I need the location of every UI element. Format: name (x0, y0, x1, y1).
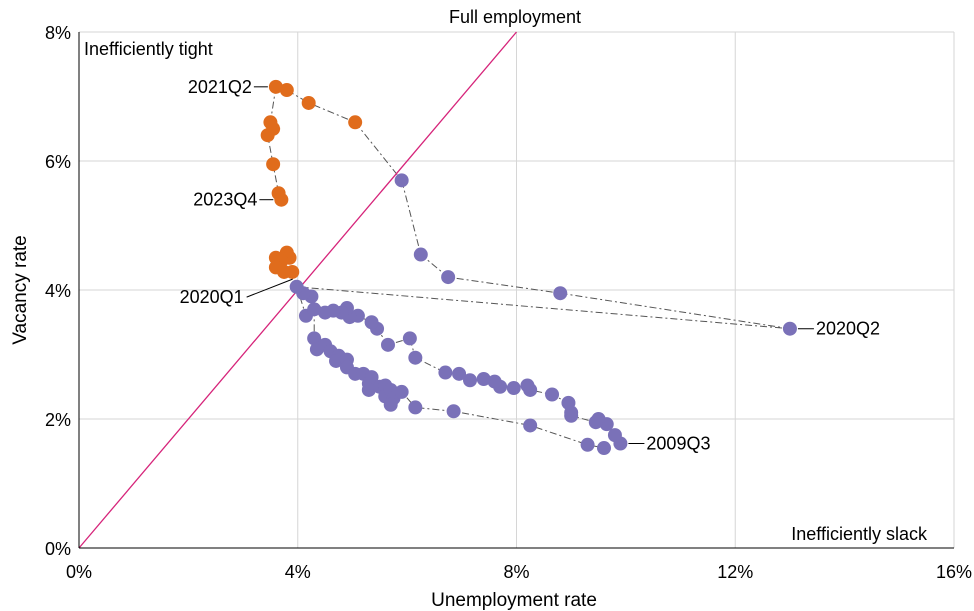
data-point (523, 418, 538, 433)
data-point (394, 384, 409, 399)
x-tick-label: 12% (717, 562, 753, 582)
point-labels: 2021Q2 2023Q4 2020Q1 2020Q2 2009Q3 (180, 77, 880, 454)
data-point (452, 366, 467, 381)
data-point-recent (260, 128, 275, 143)
data-point (607, 428, 622, 443)
data-point (408, 400, 423, 415)
data-point (413, 247, 428, 262)
point-label: 2020Q2 (816, 319, 880, 339)
y-axis-title: Vacancy rate (10, 235, 31, 344)
data-point (438, 365, 453, 380)
data-point (364, 315, 379, 330)
region-label-tight: Inefficiently tight (84, 39, 213, 59)
data-point (561, 395, 576, 410)
data-point (307, 302, 322, 317)
point-label-leader (246, 278, 293, 298)
data-point (506, 381, 521, 396)
x-tick-label: 16% (936, 562, 972, 582)
data-point-recent (301, 95, 316, 110)
data-point (408, 350, 423, 365)
y-tick-label: 4% (45, 281, 71, 301)
data-point (580, 437, 595, 452)
data-point (289, 279, 304, 294)
y-tick-label: 6% (45, 152, 71, 172)
data-point (446, 404, 461, 419)
data-point (383, 397, 398, 412)
data-point (553, 286, 568, 301)
x-axis-title: Unemployment rate (431, 590, 597, 611)
data-point (394, 173, 409, 188)
data-point-recent (285, 264, 300, 279)
data-point-recent (279, 83, 294, 98)
data-point-recent (348, 115, 363, 130)
data-point (441, 270, 456, 285)
data-point (307, 331, 322, 346)
data-point (597, 441, 611, 456)
data-points (260, 79, 797, 456)
data-point (476, 372, 491, 387)
data-point (487, 374, 502, 389)
y-tick-label: 8% (45, 23, 71, 43)
data-point (520, 378, 535, 393)
data-point (782, 321, 797, 336)
data-point-recent (274, 192, 289, 207)
point-label: 2009Q3 (646, 434, 710, 454)
region-label-slack: Inefficiently slack (791, 524, 928, 544)
axes: 0% 4% 8% 12% 16% 0% 2% 4% 6% 8% (45, 23, 972, 582)
x-tick-label: 0% (66, 562, 92, 582)
y-tick-label: 2% (45, 410, 71, 430)
data-point-recent (268, 79, 283, 94)
data-point (380, 337, 395, 352)
data-point (463, 373, 478, 388)
grid (79, 31, 955, 548)
point-label: 2023Q4 (193, 190, 257, 210)
reference-line-label: Full employment (449, 7, 581, 27)
data-point (545, 387, 560, 402)
y-tick-label: 0% (45, 539, 71, 559)
point-label: 2021Q2 (188, 77, 252, 97)
connector-2021-2023 (267, 86, 282, 200)
data-point (361, 382, 376, 397)
data-point-recent (266, 157, 281, 172)
x-tick-label: 8% (503, 562, 529, 582)
connector-2020-2021 (275, 86, 790, 330)
data-point (588, 415, 603, 430)
data-point (318, 305, 333, 320)
point-label: 2020Q1 (180, 287, 244, 307)
data-point (329, 353, 344, 368)
x-tick-label: 4% (285, 562, 311, 582)
data-point (402, 331, 417, 346)
